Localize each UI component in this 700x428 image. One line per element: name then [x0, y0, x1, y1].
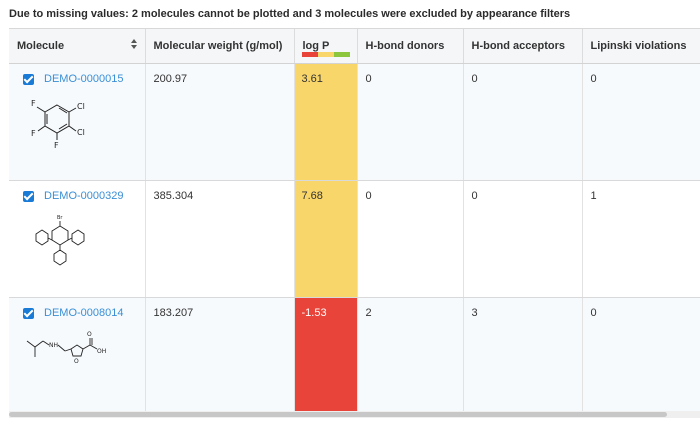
molecular-weight-value: 200.97 — [153, 73, 188, 85]
column-header-label: H-bond donors — [365, 40, 445, 52]
molecule-structure-image: NH O O OH — [26, 331, 106, 365]
legend-swatch-green — [334, 52, 351, 57]
sort-icon[interactable] — [130, 38, 137, 50]
atom-label: Cl — [77, 128, 85, 137]
hbond-donors-cell: 0 — [357, 180, 464, 298]
molecular-weight-value: 385.304 — [153, 190, 194, 202]
column-header-hbond-donors[interactable]: H-bond donors — [357, 29, 464, 64]
molecule-table: Molecule Molecular weight (g/mol) log P … — [9, 28, 700, 419]
lipinski-violations-cell: 0 — [582, 297, 700, 415]
hbond-donors-value: 0 — [365, 190, 372, 202]
molecular-weight-cell: 385.304 — [145, 180, 295, 298]
molecular-weight-value: 183.207 — [153, 307, 194, 319]
lipinski-violations-value: 0 — [590, 307, 597, 319]
atom-label: OH — [97, 348, 106, 355]
row-select-checkbox[interactable] — [23, 307, 34, 319]
horizontal-scrollbar-thumb[interactable] — [9, 412, 667, 417]
atom-label: Br — [57, 215, 63, 221]
molecule-cell: DEMO-0000329 Br — [9, 180, 146, 298]
molecular-weight-cell: 183.207 — [145, 297, 295, 415]
legend-swatch-red — [301, 52, 318, 57]
row-select-checkbox[interactable] — [23, 73, 34, 85]
hbond-donors-value: 0 — [365, 73, 372, 85]
molecule-id-link[interactable]: DEMO-0000015 — [44, 73, 124, 85]
column-header-label: Lipinski violations — [590, 40, 687, 52]
hbond-acceptors-value: 0 — [471, 73, 478, 85]
lipinski-violations-value: 0 — [590, 73, 597, 85]
table-row: DEMO-0008014 — [9, 297, 700, 415]
atom-label: O — [87, 331, 92, 338]
molecular-weight-cell: 200.97 — [145, 63, 295, 181]
logp-value: 7.68 — [301, 190, 323, 202]
column-header-hbond-acceptors[interactable]: H-bond acceptors — [463, 29, 583, 64]
missing-values-notice: Due to missing values: 2 molecules canno… — [9, 8, 571, 20]
atom-label: NH — [49, 342, 58, 349]
atom-label: O — [74, 358, 79, 365]
logp-color-legend — [301, 52, 351, 57]
table-row: DEMO-0000015 — [9, 63, 700, 181]
atom-label: F — [54, 141, 59, 150]
logp-value: 3.61 — [301, 73, 323, 85]
column-header-lipinski-violations[interactable]: Lipinski violations — [582, 29, 700, 64]
molecule-structure-image: Br — [35, 215, 85, 266]
logp-cell: 3.61 — [294, 63, 358, 181]
hbond-donors-value: 2 — [365, 307, 372, 319]
legend-swatch-yellow — [317, 52, 335, 57]
row-select-checkbox[interactable] — [23, 190, 34, 202]
logp-value: -1.53 — [301, 307, 327, 319]
hbond-acceptors-value: 0 — [471, 190, 478, 202]
lipinski-violations-cell: 0 — [582, 63, 700, 181]
atom-label: F — [31, 99, 36, 108]
molecule-id-link[interactable]: DEMO-0000329 — [44, 190, 124, 202]
hbond-acceptors-cell: 0 — [463, 63, 583, 181]
hbond-donors-cell: 2 — [357, 297, 464, 415]
hbond-acceptors-value: 3 — [471, 307, 478, 319]
column-header-label: H-bond acceptors — [471, 40, 566, 52]
atom-label: Cl — [77, 102, 85, 111]
column-header-label: log P — [302, 40, 330, 52]
atom-label: F — [31, 129, 36, 138]
logp-cell: 7.68 — [294, 180, 358, 298]
lipinski-violations-value: 1 — [590, 190, 597, 202]
lipinski-violations-cell: 1 — [582, 180, 700, 298]
molecule-id-link[interactable]: DEMO-0008014 — [44, 307, 124, 319]
column-header-logp[interactable]: log P — [294, 29, 358, 64]
column-header-label: Molecule — [17, 40, 65, 52]
column-header-molecule[interactable]: Molecule — [9, 29, 146, 64]
logp-cell: -1.53 — [294, 297, 358, 415]
molecule-structure-image: F F F Cl Cl — [31, 99, 85, 150]
table-row: DEMO-0000329 Br — [9, 180, 700, 298]
table-header-row: Molecule Molecular weight (g/mol) log P … — [9, 29, 700, 64]
hbond-acceptors-cell: 3 — [463, 297, 583, 415]
column-header-molecular-weight[interactable]: Molecular weight (g/mol) — [145, 29, 295, 64]
molecule-cell: DEMO-0000015 — [9, 63, 146, 181]
column-header-label: Molecular weight (g/mol) — [153, 40, 283, 52]
hbond-donors-cell: 0 — [357, 63, 464, 181]
molecule-cell: DEMO-0008014 — [9, 297, 146, 415]
hbond-acceptors-cell: 0 — [463, 180, 583, 298]
